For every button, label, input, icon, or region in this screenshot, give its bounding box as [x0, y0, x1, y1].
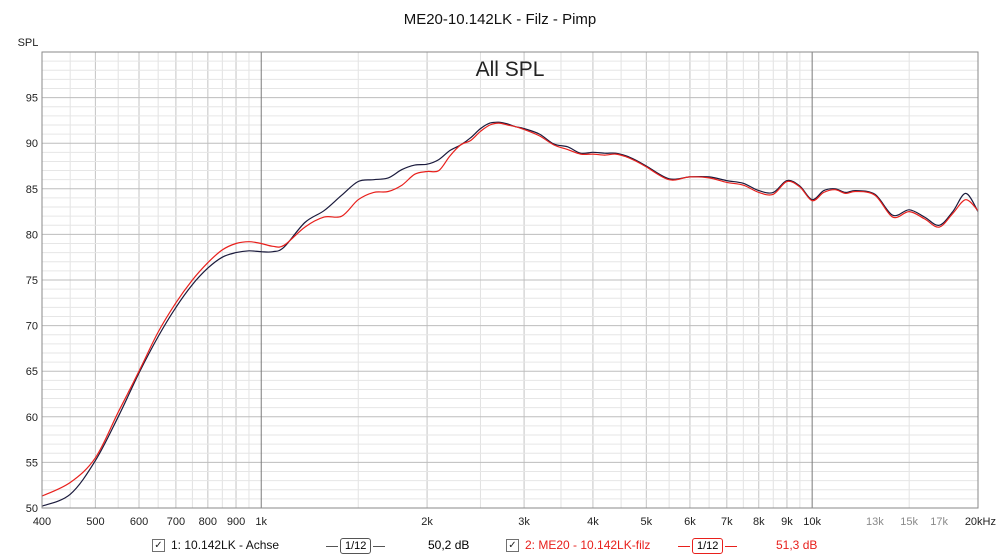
x-tick-label: 2k: [421, 516, 433, 528]
y-tick-label: 75: [26, 275, 38, 287]
x-tick-label: 15k: [900, 516, 918, 528]
y-tick-label: 80: [26, 229, 38, 241]
legend-1-smoothing[interactable]: 1/12: [326, 538, 386, 554]
x-tick-label: 6k: [684, 516, 696, 528]
series-layer: [41, 121, 979, 507]
legend-2-level: 51,3 dB: [776, 538, 818, 552]
legend-1-level: 50,2 dB: [428, 538, 470, 552]
x-tick-label: 700: [167, 516, 185, 528]
x-tick-label: 600: [130, 516, 148, 528]
x-tick-label: 10k: [803, 516, 821, 528]
y-tick-label: 50: [26, 503, 38, 515]
chart-title: ME20-10.142LK - Filz - Pimp: [404, 11, 597, 28]
x-tick-label: 17k: [930, 516, 948, 528]
y-tick-label: 60: [26, 412, 38, 424]
series-2-line: [41, 122, 979, 497]
x-tick-label: 20kHz: [965, 516, 996, 528]
legend-2-smoothing-value: 1/12: [692, 538, 724, 554]
legend-2-label: 2: ME20 - 10.142LK-filz: [525, 538, 651, 552]
x-tick-label: 800: [199, 516, 217, 528]
x-axis-ticks: 400 500 600 700 800 900 1k 2k 3k 4k 5k 6k 7k 8k 9k 10k 1…: [33, 516, 996, 528]
x-tick-label: 900: [227, 516, 245, 528]
y-tick-label: 55: [26, 457, 38, 469]
x-tick-label: 9k: [781, 516, 793, 528]
inner-title: All SPL: [476, 58, 545, 81]
x-tick-label: 7k: [721, 516, 733, 528]
legend-2-smoothing[interactable]: 1/12: [678, 538, 738, 554]
x-tick-label: 13k: [866, 516, 884, 528]
y-tick-label: 90: [26, 138, 38, 150]
y-tick-label: 95: [26, 93, 38, 105]
x-tick-label: 500: [86, 516, 104, 528]
x-tick-label: 1k: [255, 516, 267, 528]
grid-minor: [42, 52, 978, 508]
legend-1-label: 1: 10.142LK - Achse: [171, 538, 280, 552]
y-tick-label: 85: [26, 184, 38, 196]
legend-item-2: ✓ 2: ME20 - 10.142LK-filz: [506, 538, 650, 552]
legend-1-checkbox[interactable]: ✓: [152, 538, 165, 552]
legend-item-1: ✓ 1: 10.142LK - Achse: [152, 538, 279, 552]
x-tick-label: 400: [33, 516, 51, 528]
x-tick-label: 3k: [518, 516, 530, 528]
y-axis-label: SPL: [18, 37, 39, 49]
plot-frame: [41, 51, 979, 509]
y-tick-label: 65: [26, 366, 38, 378]
x-tick-label: 5k: [640, 516, 652, 528]
y-axis-ticks: 50 55 60 65 70 75 80 85 90 95: [26, 93, 38, 515]
x-tick-label: 4k: [587, 516, 599, 528]
legend-2-checkbox[interactable]: ✓: [506, 538, 519, 552]
legend: ✓ 1: 10.142LK - Achse 1/12 50,2 dB ✓ 2: …: [0, 534, 1000, 560]
grid-major: [260, 52, 813, 508]
x-tick-label: 8k: [753, 516, 765, 528]
y-tick-label: 70: [26, 321, 38, 333]
legend-1-smoothing-value: 1/12: [340, 538, 372, 554]
spl-chart: 50 55 60 65 70 75 80 85 90 95 400 500 600 700 800 900 1…: [18, 11, 996, 528]
